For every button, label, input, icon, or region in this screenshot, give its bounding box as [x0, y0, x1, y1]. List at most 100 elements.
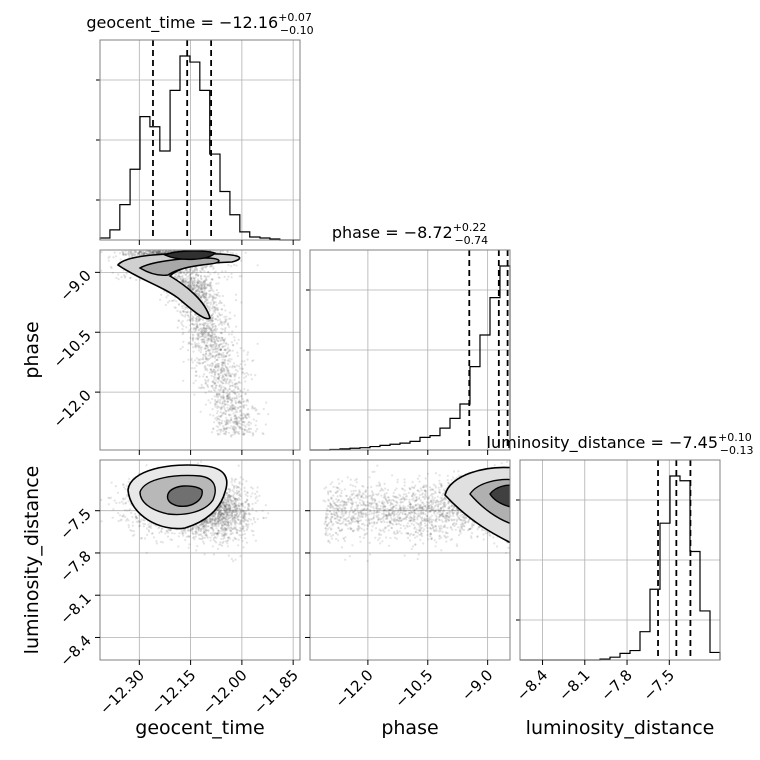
sample-point — [134, 517, 137, 520]
sample-point — [230, 405, 234, 408]
sample-point — [182, 277, 185, 280]
sample-point — [221, 518, 224, 521]
sample-point — [204, 360, 207, 363]
sample-point — [226, 394, 229, 397]
sample-point — [214, 382, 217, 385]
sample-point — [141, 250, 144, 253]
sample-point — [201, 291, 204, 294]
sample-point — [216, 347, 219, 350]
sample-point — [227, 397, 230, 400]
sample-point — [217, 345, 220, 348]
sample-point — [245, 400, 248, 403]
sample-point — [178, 303, 181, 306]
sample-point — [194, 328, 197, 331]
sample-point — [201, 267, 204, 271]
sample-point — [186, 278, 189, 281]
sample-point — [195, 530, 198, 534]
sample-point — [200, 278, 203, 281]
sample-point — [240, 275, 243, 278]
sample-point — [190, 357, 193, 360]
sample-point — [232, 420, 235, 423]
sample-point — [228, 393, 231, 396]
sample-point — [216, 547, 220, 551]
sample-point — [234, 504, 238, 508]
sample-point — [220, 339, 223, 342]
sample-point — [206, 302, 209, 305]
sample-point — [191, 361, 194, 364]
sample-point — [159, 540, 162, 544]
sample-point — [199, 274, 202, 277]
sample-point — [197, 525, 200, 529]
sample-point — [210, 339, 213, 342]
sample-point — [229, 360, 232, 363]
sample-point — [204, 299, 207, 303]
sample-point — [237, 407, 240, 410]
sample-point — [204, 322, 207, 325]
sample-point — [225, 511, 228, 514]
sample-point — [224, 518, 227, 521]
sample-point — [222, 351, 225, 355]
sample-point — [111, 271, 114, 274]
sample-point — [213, 522, 216, 525]
sample-point — [205, 286, 208, 289]
sample-point — [224, 365, 227, 368]
sample-point — [236, 507, 239, 510]
sample-point — [229, 251, 232, 254]
sample-point — [190, 317, 193, 320]
sample-point — [203, 553, 206, 556]
sample-point — [223, 330, 227, 333]
sample-point — [230, 495, 233, 498]
sample-point — [208, 357, 211, 360]
sample-point — [200, 267, 203, 270]
sample-point — [152, 251, 155, 255]
sample-point — [188, 271, 191, 274]
sample-point — [241, 433, 245, 436]
sample-point — [202, 266, 205, 269]
sample-point — [196, 288, 199, 291]
sample-point — [237, 513, 241, 516]
sample-point — [222, 361, 225, 364]
sample-point — [231, 366, 234, 369]
sample-point — [190, 280, 193, 283]
sample-point — [223, 420, 226, 423]
sample-point — [215, 250, 218, 253]
sample-point — [230, 341, 233, 344]
sample-point — [227, 397, 230, 400]
sample-point — [223, 403, 226, 406]
sample-point — [204, 330, 207, 333]
sample-point — [216, 314, 219, 317]
sample-point — [199, 387, 202, 390]
sample-point — [241, 423, 244, 426]
sample-point — [149, 252, 152, 255]
sample-point — [247, 414, 250, 417]
sample-point — [204, 328, 208, 331]
sample-point — [214, 512, 217, 516]
sample-point — [213, 382, 216, 385]
sample-point — [204, 391, 207, 394]
sample-point — [220, 518, 223, 521]
sample-point — [176, 326, 179, 329]
sample-point — [215, 522, 218, 526]
sample-point — [246, 407, 250, 411]
sample-point — [226, 421, 229, 424]
sample-point — [246, 351, 250, 354]
sample-point — [222, 429, 225, 433]
sample-point — [214, 386, 217, 389]
sample-point — [136, 253, 139, 256]
sample-point — [182, 379, 185, 382]
sample-point — [226, 397, 229, 400]
sample-point — [195, 319, 198, 322]
sample-point — [196, 281, 199, 284]
sample-point — [192, 323, 195, 326]
sample-point — [200, 383, 203, 386]
sample-point — [233, 428, 236, 431]
sample-point — [218, 318, 221, 321]
sample-point — [214, 400, 217, 403]
sample-point — [199, 362, 202, 365]
sample-point — [173, 306, 176, 309]
sample-point — [241, 360, 244, 363]
sample-point — [193, 327, 196, 330]
sample-point — [223, 513, 226, 516]
sample-point — [221, 544, 224, 547]
sample-point — [151, 250, 154, 253]
